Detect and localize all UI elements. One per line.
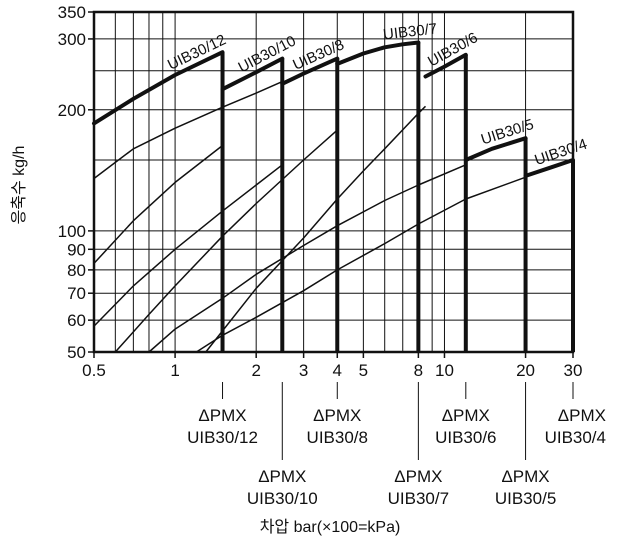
x-tick-label: 30 <box>564 361 583 380</box>
y-tick-label: 90 <box>67 240 86 259</box>
pmx-label-title-uib30-12: ΔPMX <box>198 406 246 425</box>
pmx-label-model-uib30-4: UIB30/4 <box>545 428 606 447</box>
x-tick-label: 10 <box>435 361 454 380</box>
y-tick-label: 70 <box>67 284 86 303</box>
x-axis-title: 차압 bar(×100=kPa) <box>260 518 401 536</box>
curve-uib30-8 <box>280 56 340 86</box>
curve-uib30-4-extension <box>195 176 526 353</box>
pmx-label-model-uib30-7: UIB30/7 <box>388 489 449 508</box>
x-tick-label: 5 <box>359 361 368 380</box>
pmx-label-model-uib30-12: UIB30/12 <box>187 428 258 447</box>
pmx-label-model-uib30-5: UIB30/5 <box>495 489 556 508</box>
pmx-label-title-uib30-7: ΔPMX <box>394 467 442 486</box>
pmx-label-model-uib30-8: UIB30/8 <box>307 428 368 447</box>
curve-label-uib30-7: UIB30/7 <box>382 20 438 43</box>
y-tick-label: 50 <box>67 343 86 362</box>
curves <box>92 40 575 353</box>
curve-uib30-4 <box>523 158 575 178</box>
x-tick-label: 8 <box>414 361 423 380</box>
pmx-label-model-uib30-10: UIB30/10 <box>247 489 318 508</box>
y-tick-label: 80 <box>67 261 86 280</box>
pmx-label-model-uib30-6: UIB30/6 <box>435 428 496 447</box>
y-tick-label: 350 <box>58 3 86 22</box>
x-tick-label: 0.5 <box>82 361 106 380</box>
curve-uib30-12 <box>92 50 225 126</box>
y-tick-label: 200 <box>58 101 86 120</box>
x-tick-label: 3 <box>299 361 308 380</box>
x-tick-label: 1 <box>170 361 179 380</box>
x-tick-labels: 0.5 1 2 3 4 5 8 10 20 30 <box>82 352 582 380</box>
y-tick-label: 60 <box>67 311 86 330</box>
pmx-label-title-uib30-10: ΔPMX <box>258 467 306 486</box>
y-tick-label: 100 <box>58 222 86 241</box>
x-tick-label: 2 <box>251 361 260 380</box>
curve-uib30-5 <box>463 136 528 162</box>
pmx-label-title-uib30-5: ΔPMX <box>501 467 549 486</box>
curve-uib30-10-extension <box>93 80 283 180</box>
pmx-label-title-uib30-8: ΔPMX <box>313 406 361 425</box>
curve-uib30-10 <box>220 56 285 92</box>
curve-uib30-12-extension <box>93 144 223 264</box>
curve-uib30-5-extension <box>148 164 467 353</box>
grid <box>93 11 574 353</box>
curve-uib30-8-extension <box>93 164 283 327</box>
pmx-lines <box>220 42 575 352</box>
plot-frame <box>92 10 575 354</box>
y-axis-title: 응축수 kg/h <box>10 146 28 225</box>
pmx-label-title-uib30-6: ΔPMX <box>442 406 490 425</box>
pmx-label-title-uib30-4: ΔPMX <box>558 406 606 425</box>
y-tick-label: 300 <box>58 30 86 49</box>
pmx-callouts: ΔPMX UIB30/12 ΔPMX UIB30/10 ΔPMX UIB30/8 ΔPMX U… <box>187 382 606 508</box>
curve-uib30-6-extension <box>205 105 427 353</box>
x-tick-label: 20 <box>516 361 535 380</box>
x-tick-label: 4 <box>333 361 342 380</box>
curve-uib30-7 <box>335 40 421 66</box>
curve-uib30-6 <box>423 52 468 79</box>
